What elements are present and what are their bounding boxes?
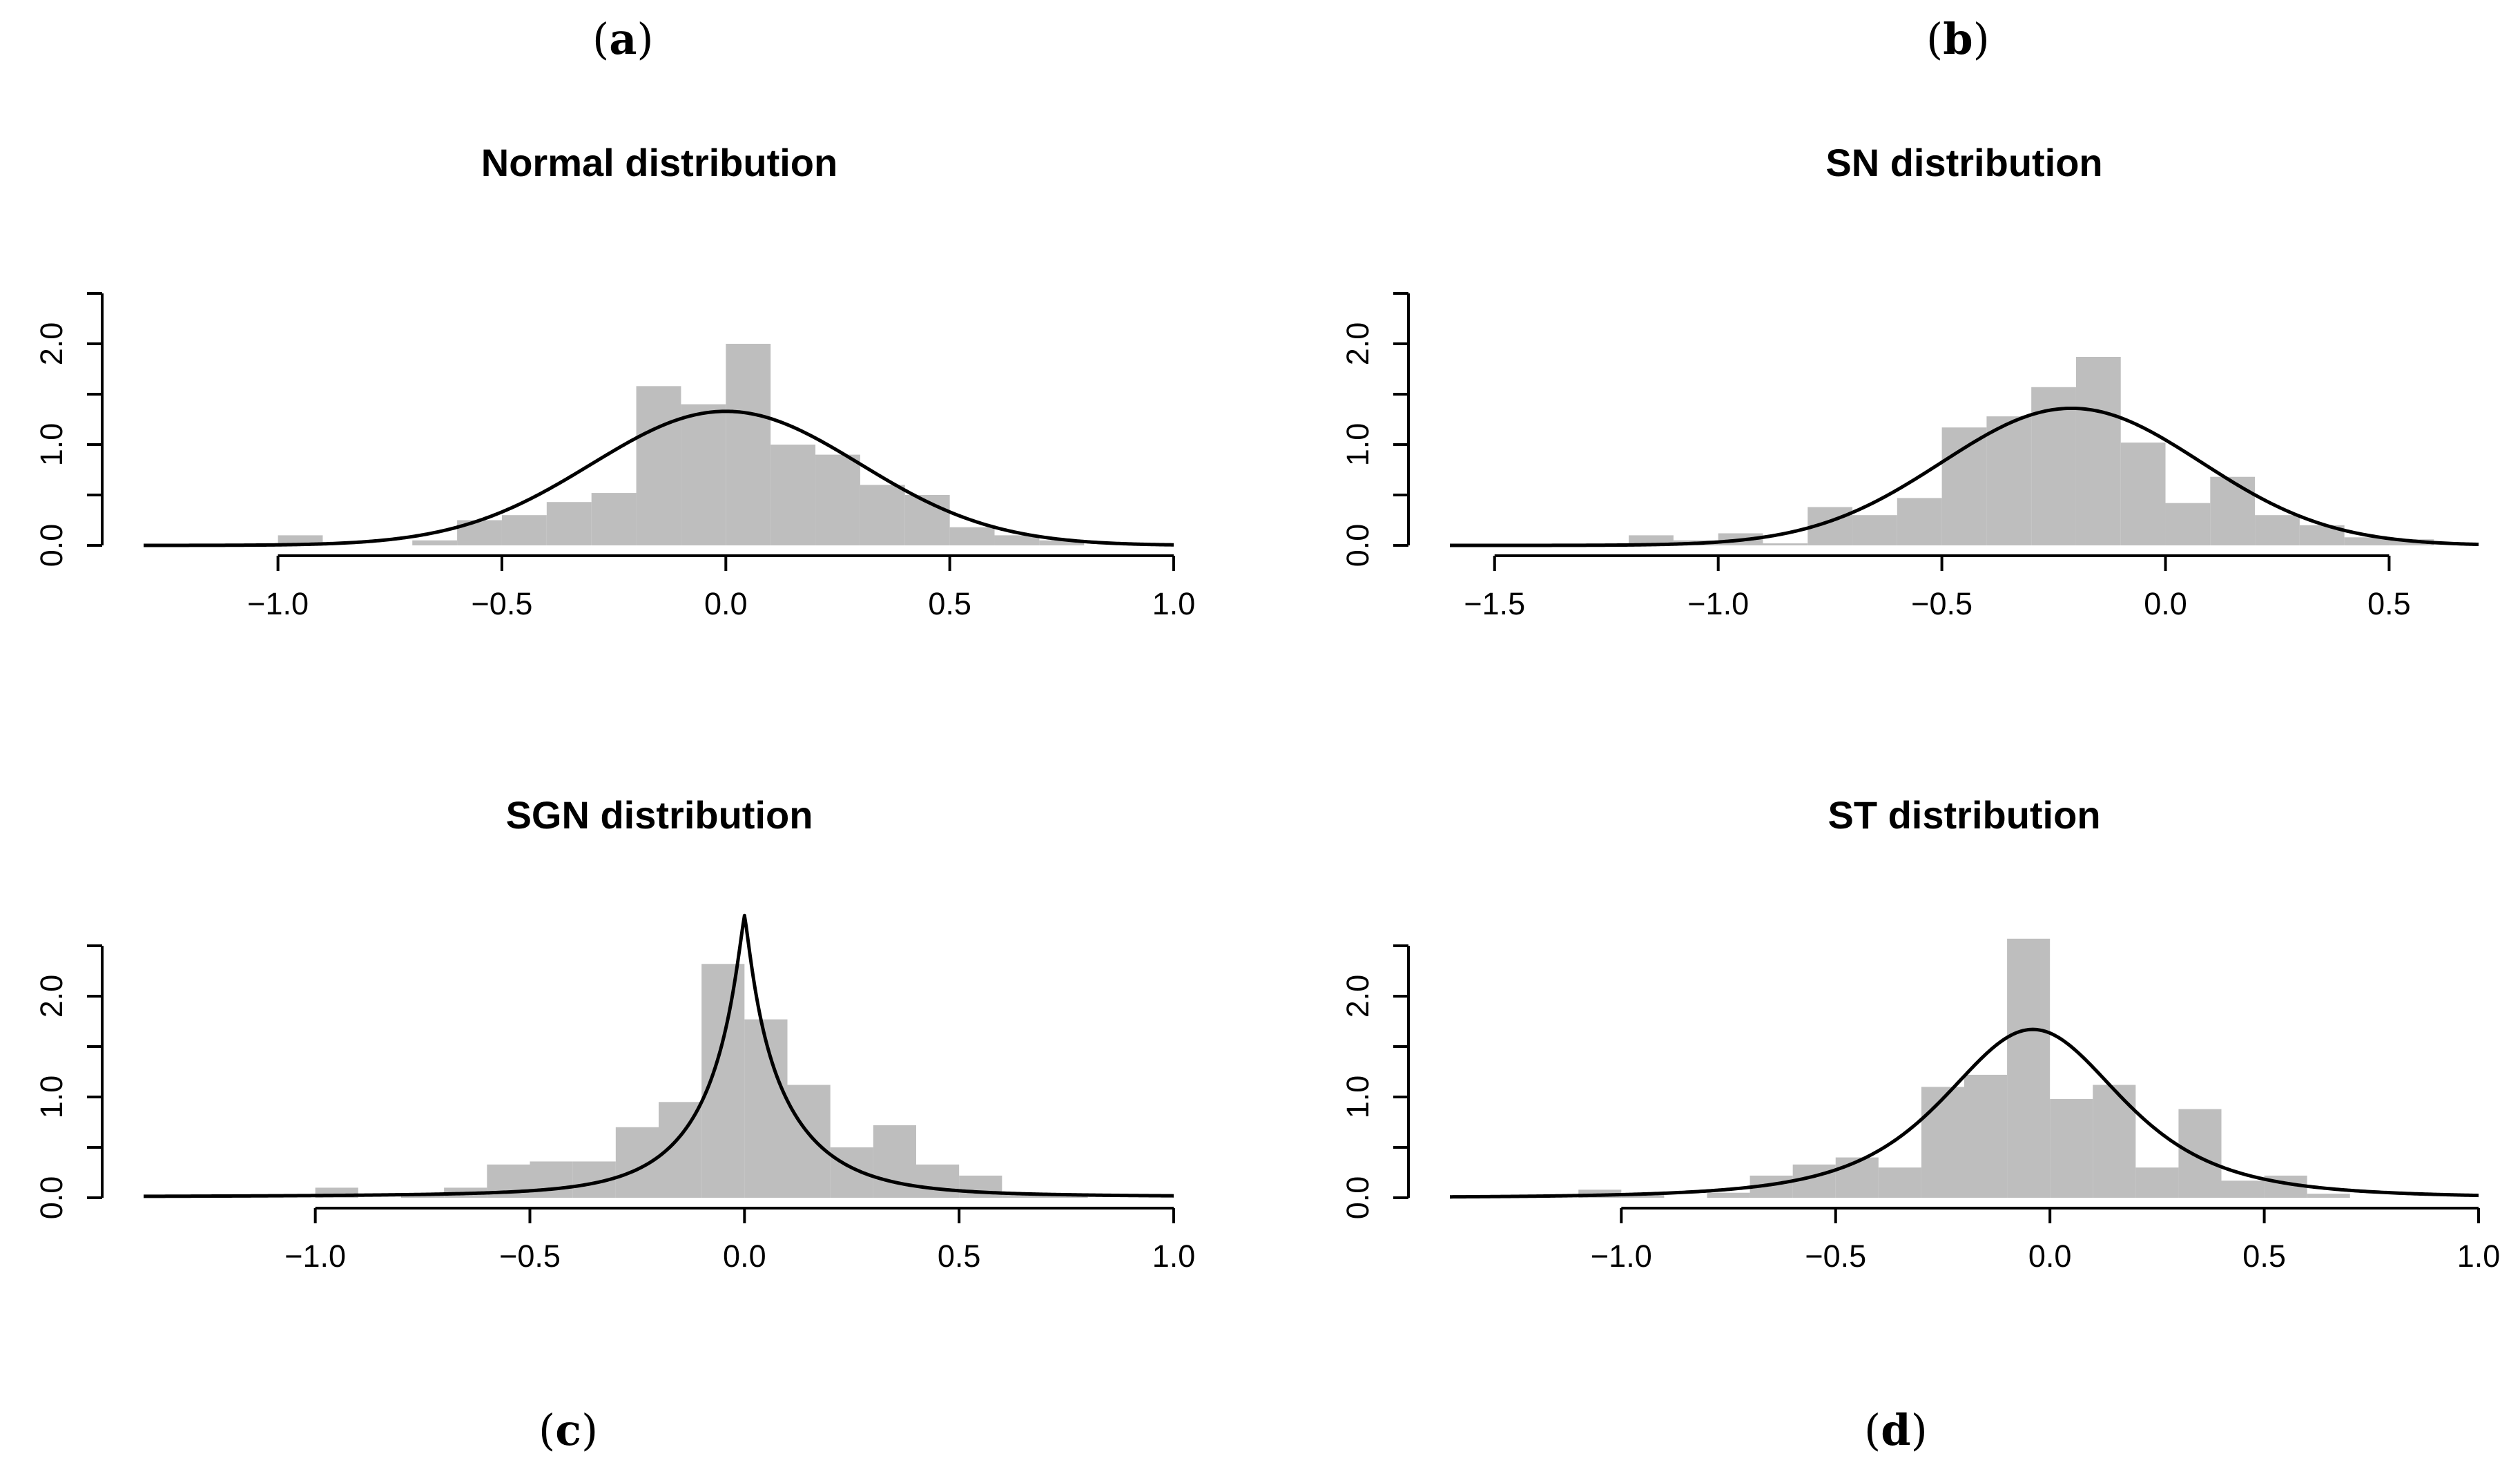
histogram-bar — [2344, 537, 2390, 545]
panel-label-b: (b) — [1926, 14, 1990, 64]
y-tick-label: 1.0 — [34, 1076, 69, 1119]
y-tick-label: 2.0 — [34, 975, 69, 1018]
histogram-bar — [770, 445, 816, 545]
histogram-bar — [787, 1085, 831, 1198]
x-tick-label: −0.5 — [1911, 586, 1973, 621]
histogram-bar — [1039, 540, 1085, 545]
panel-label-c: (c) — [539, 1405, 599, 1455]
x-tick-label: 0.0 — [704, 586, 748, 621]
chart-panel-2: SGN distribution 0.0 1.0 2.0 −1.0 −0.5 0.0 0.5 1… — [34, 793, 1195, 1274]
histogram-bar — [2178, 1109, 2222, 1198]
histogram-bar — [2307, 1194, 2350, 1198]
histogram-bar — [401, 1194, 445, 1198]
chart-title: ST distribution — [1828, 793, 2100, 837]
panel-label-d: (d) — [1864, 1405, 1928, 1455]
histogram-bar — [1835, 1157, 1879, 1198]
histogram-bar — [2221, 1181, 2265, 1198]
density-curve — [1449, 406, 2479, 547]
histogram-bar — [726, 344, 771, 545]
chart-title: Normal distribution — [481, 141, 837, 184]
chart-title: SN distribution — [1825, 141, 2102, 184]
histogram-bar — [2093, 1085, 2136, 1198]
x-tick-label: −0.5 — [1805, 1238, 1866, 1274]
histogram-bar — [501, 515, 547, 545]
x-tick-label: −1.0 — [247, 586, 309, 621]
y-tick-label: 2.0 — [34, 322, 69, 366]
y-tick-label: 2.0 — [1340, 975, 1375, 1018]
density-curve — [143, 409, 1174, 547]
histogram-bar — [530, 1161, 573, 1198]
panel-label-a: (a) — [592, 14, 654, 64]
x-tick-label: 0.0 — [2028, 1238, 2072, 1274]
x-tick-label: −1.0 — [1591, 1238, 1652, 1274]
histogram-bar — [636, 386, 681, 545]
y-tick-label: 1.0 — [34, 423, 69, 467]
histogram-bar — [1964, 1074, 2008, 1198]
y-tick-label: 2.0 — [1340, 322, 1375, 366]
histogram-bar — [681, 404, 726, 545]
histogram-bar — [1941, 427, 1987, 545]
y-tick-label: 0.0 — [1340, 524, 1375, 567]
histogram-bar — [2075, 356, 2121, 545]
y-tick-label: 0.0 — [34, 1176, 69, 1220]
x-tick-label: 0.5 — [928, 586, 971, 621]
histogram-bar — [2120, 443, 2166, 545]
histogram-bar — [994, 535, 1040, 545]
density-curve — [1449, 1027, 2479, 1199]
density-curve — [143, 913, 1174, 1198]
x-tick-label: 1.0 — [2457, 1238, 2501, 1274]
histogram-bar — [1878, 1167, 1921, 1198]
y-tick-label: 0.0 — [34, 524, 69, 567]
x-tick-label: 0.5 — [2367, 586, 2411, 621]
x-tick-label: 0.5 — [2242, 1238, 2286, 1274]
histogram-bar — [1763, 543, 1808, 545]
chart-panel-0: Normal distribution 0.0 1.0 2.0 −1.0 −0.5 0.0 0… — [34, 141, 1195, 621]
chart-panel-1: SN distribution 0.0 1.0 2.0 −1.5 −1.0 −0.5 0.0 0… — [1340, 141, 2479, 621]
histogram-bar — [546, 502, 592, 545]
y-tick-label: 1.0 — [1340, 1076, 1375, 1119]
x-tick-label: 1.0 — [1152, 586, 1196, 621]
x-tick-label: 0.0 — [2144, 586, 2187, 621]
x-tick-label: −0.5 — [472, 586, 533, 621]
histogram-bar — [1045, 1196, 1088, 1198]
chart-panel-3: ST distribution 0.0 1.0 2.0 −1.0 −0.5 0.0 0.5 1.… — [1340, 793, 2500, 1274]
histogram-bar — [701, 964, 745, 1198]
histogram-bar — [591, 493, 637, 545]
histogram-bar — [949, 527, 995, 545]
histogram-bar — [860, 485, 905, 545]
histogram-bar — [1897, 498, 1942, 545]
histogram-bar — [1621, 1194, 1665, 1198]
histogram-bar — [916, 1164, 960, 1198]
histogram-bar — [1852, 515, 1897, 545]
x-tick-label: −1.0 — [1687, 586, 1749, 621]
histogram-bar — [2210, 476, 2256, 545]
y-tick-label: 0.0 — [1340, 1176, 1375, 1220]
histogram-bar — [2007, 938, 2051, 1198]
histogram-bar — [412, 540, 458, 545]
histogram-bar — [815, 454, 860, 545]
y-tick-label: 1.0 — [1340, 423, 1375, 467]
x-tick-label: 0.0 — [723, 1238, 766, 1274]
x-tick-label: 1.0 — [1152, 1238, 1196, 1274]
histogram-bar — [2165, 503, 2211, 545]
x-tick-label: −0.5 — [499, 1238, 561, 1274]
histogram-bar — [744, 1019, 788, 1198]
histogram-bar — [1921, 1087, 1964, 1198]
histogram-bar — [1986, 416, 2032, 545]
histogram-bar — [2255, 515, 2300, 545]
histogram-bar — [2050, 1098, 2093, 1198]
histogram-bar — [1707, 1192, 1750, 1198]
x-tick-label: −1.0 — [284, 1238, 346, 1274]
x-tick-label: −1.5 — [1464, 586, 1525, 621]
x-tick-label: 0.5 — [938, 1238, 981, 1274]
histogram-bar — [2135, 1167, 2179, 1198]
chart-title: SGN distribution — [506, 793, 813, 837]
